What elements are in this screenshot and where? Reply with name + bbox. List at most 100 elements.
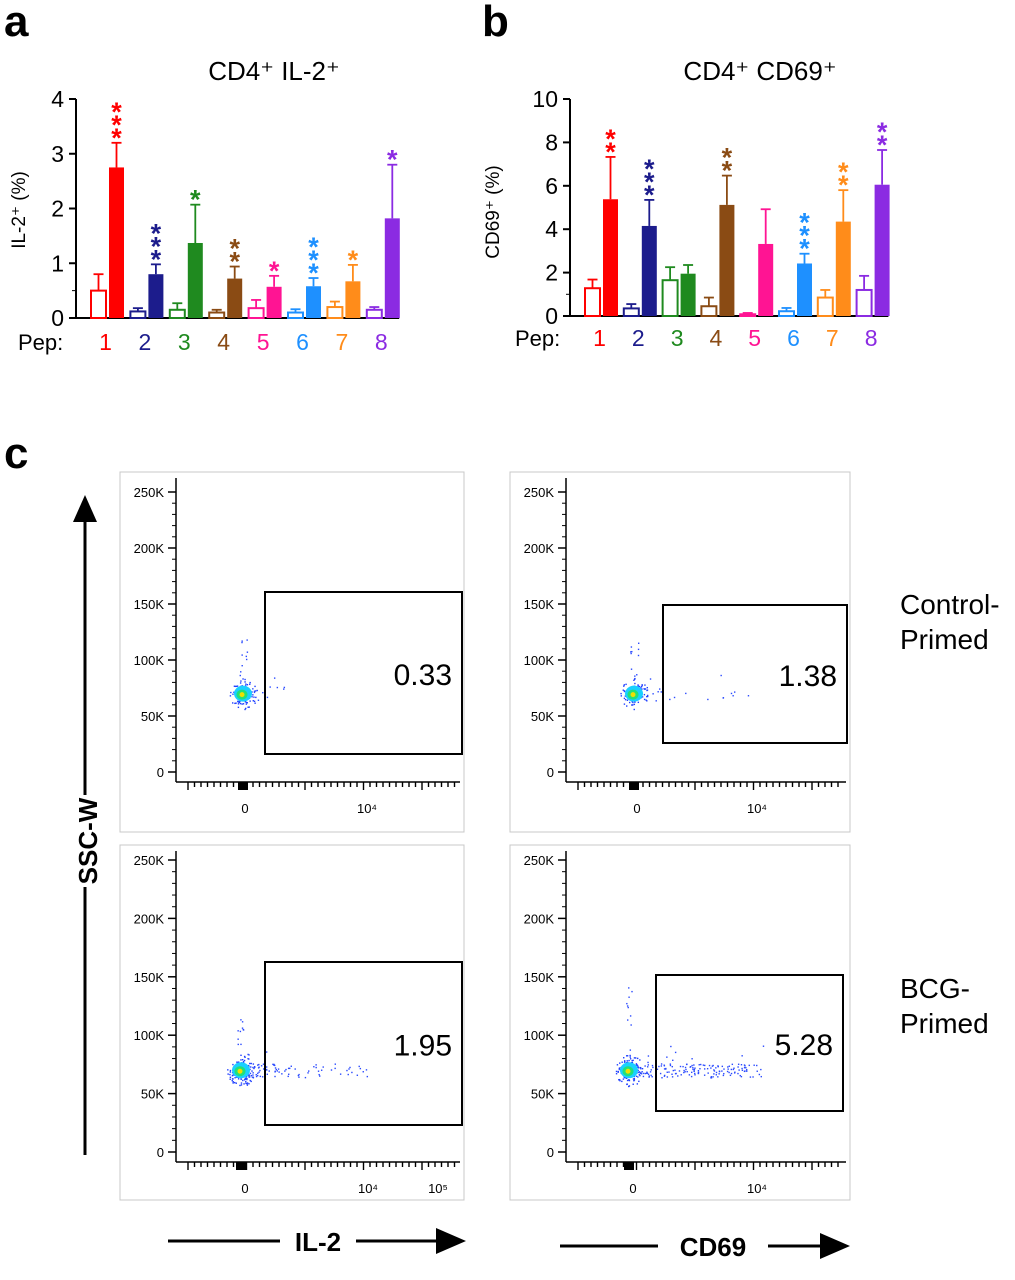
event-dot [726,1070,729,1073]
event-dot [253,1067,255,1070]
event-dot [669,1063,672,1065]
event-dot [249,1068,251,1071]
panel-label-c: c [4,429,28,478]
event-dot [261,1076,264,1078]
event-dot [697,1069,700,1072]
event-dot [277,1068,280,1070]
event-dot [638,1071,641,1073]
event-dot [671,1073,673,1075]
event-dot [274,1070,276,1073]
event-dot [660,1063,663,1065]
event-dot [229,1071,232,1073]
event-dot [234,1081,236,1084]
event-dot [629,1054,631,1057]
event-dot [710,1067,712,1069]
significance-mark: * [605,124,616,154]
event-dot [274,1067,277,1069]
event-dot [637,1066,639,1069]
bar-peptide [603,199,618,316]
event-dot [313,1066,315,1068]
event-dot [246,639,248,641]
event-dot [638,1071,640,1074]
event-dot [748,1064,750,1067]
event-dot [298,1076,300,1078]
y-tick-label: 3 [51,141,64,167]
event-dot [745,1069,748,1071]
event-dot [246,651,249,653]
event-dot [638,1080,640,1083]
event-dot [237,1061,240,1063]
event-dot [743,1064,746,1066]
il2-axis-arrow: IL-2 [168,1222,466,1262]
event-dot [281,1073,283,1075]
event-dot [318,1073,320,1076]
event-dot [680,1074,682,1076]
event-dot [663,1068,666,1070]
bar-peptide [835,221,851,316]
event-dot [685,692,687,695]
x-zero-tick [236,1162,246,1170]
event-dot [630,652,632,655]
event-dot [237,1030,239,1032]
event-dot [233,691,235,693]
event-dot [635,1063,638,1065]
event-dot [623,1057,625,1059]
event-dot [752,1076,754,1078]
x-axis-title-cd69: CD69 [680,1232,746,1262]
event-dot [641,1067,644,1070]
event-dot [673,696,676,699]
event-dot [245,1075,248,1078]
event-dot [232,1078,234,1080]
bar-peptide [384,218,400,318]
event-dot [253,696,255,698]
y-tick-label: 250K [134,853,165,868]
gate-box [264,591,463,755]
bars: ***** ********* [584,117,890,318]
event-dot [704,1064,706,1067]
event-dot [636,1057,639,1060]
x-tick-label: 8 [865,325,878,351]
event-dot [646,700,648,702]
event-dot [651,1076,653,1078]
event-dot [691,1064,693,1067]
event-dot [255,696,257,699]
event-dot [647,1064,650,1066]
event-dot [619,1062,621,1064]
event-dot [348,1068,350,1070]
event-dot [715,1067,717,1069]
event-dot [251,1070,253,1072]
event-dot [640,685,643,688]
event-dot [231,1079,233,1082]
event-dot [315,1064,317,1066]
event-dot [722,697,724,699]
event-dot [276,1070,278,1072]
event-dot [730,1072,733,1075]
event-dot [229,1078,231,1080]
events [229,639,286,711]
event-dot [339,1073,342,1075]
event-dot [252,1074,254,1076]
event-dot [285,1068,287,1071]
gate-percentage: 0.33 [394,659,452,692]
significance-mark: * [111,123,122,153]
event-dot [258,1071,260,1073]
significance-mark: * [877,130,888,160]
event-dot [703,1074,706,1076]
event-dot [700,1063,702,1066]
significance-mark: * [877,117,888,147]
event-dot [635,1057,637,1059]
event-dot [252,1072,254,1074]
event-dot [254,1066,256,1068]
event-dot [257,1072,259,1075]
event-dot [240,680,242,682]
event-dot [252,700,254,702]
event-dot [235,685,238,688]
event-dot [273,1063,275,1066]
plot-frame [509,844,851,1201]
event-dot [623,697,626,700]
event-dot [646,686,649,689]
event-dot [692,1066,694,1069]
event-dot [636,1083,639,1085]
event-dot [638,685,641,688]
event-dot [672,1059,674,1062]
